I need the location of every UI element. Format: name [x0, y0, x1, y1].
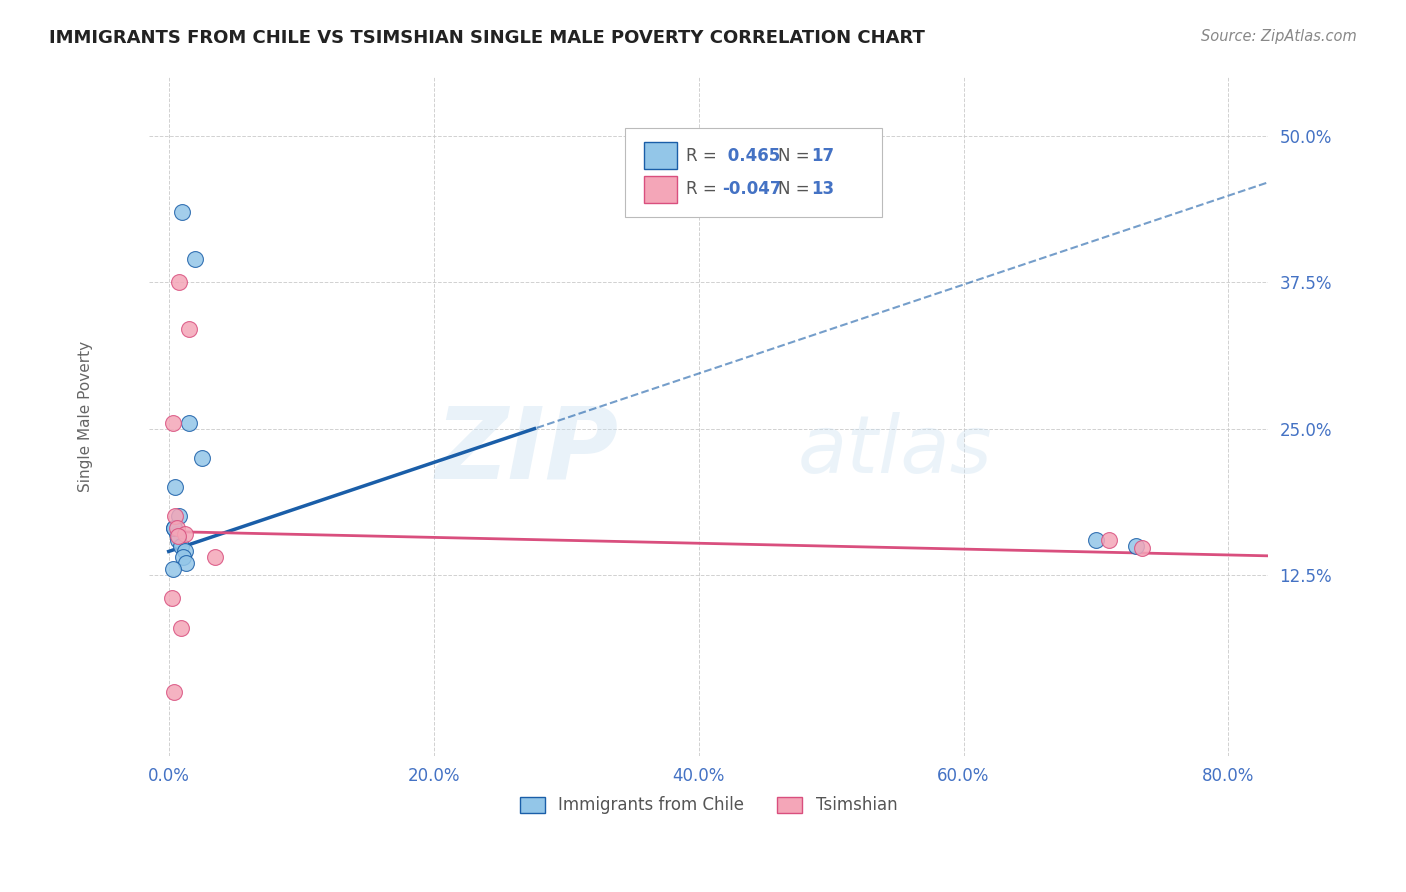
Text: Source: ZipAtlas.com: Source: ZipAtlas.com	[1201, 29, 1357, 44]
Text: ZIP: ZIP	[436, 402, 619, 500]
FancyBboxPatch shape	[624, 128, 882, 217]
FancyBboxPatch shape	[644, 176, 678, 203]
Point	[163, 521, 186, 535]
Point	[162, 416, 184, 430]
FancyBboxPatch shape	[644, 142, 678, 169]
Point	[173, 544, 195, 558]
Text: R =: R =	[686, 146, 723, 164]
Text: R =: R =	[686, 180, 723, 198]
Y-axis label: Single Male Poverty: Single Male Poverty	[79, 342, 93, 492]
Point	[169, 275, 191, 289]
Point	[169, 509, 191, 524]
Text: N =: N =	[778, 180, 815, 198]
Point	[163, 521, 186, 535]
Point	[169, 620, 191, 634]
Point	[165, 480, 187, 494]
Point	[166, 527, 188, 541]
Point	[163, 685, 186, 699]
Point	[169, 539, 191, 553]
Point	[1085, 533, 1108, 547]
Point	[191, 450, 214, 465]
Text: 13: 13	[811, 180, 835, 198]
Point	[165, 509, 187, 524]
Text: -0.047: -0.047	[721, 180, 782, 198]
Point	[177, 416, 200, 430]
Point	[167, 529, 190, 543]
Point	[170, 205, 193, 219]
Point	[160, 591, 183, 606]
Point	[167, 533, 190, 547]
Text: IMMIGRANTS FROM CHILE VS TSIMSHIAN SINGLE MALE POVERTY CORRELATION CHART: IMMIGRANTS FROM CHILE VS TSIMSHIAN SINGL…	[49, 29, 925, 46]
Point	[184, 252, 207, 266]
Point	[162, 562, 184, 576]
Text: 17: 17	[811, 146, 835, 164]
Point	[1125, 539, 1147, 553]
Text: atlas: atlas	[799, 412, 993, 490]
Legend: Immigrants from Chile, Tsimshian: Immigrants from Chile, Tsimshian	[512, 788, 905, 822]
Point	[177, 322, 200, 336]
Point	[1130, 541, 1153, 555]
Text: 0.465: 0.465	[721, 146, 780, 164]
Point	[204, 550, 226, 565]
Text: N =: N =	[778, 146, 815, 164]
Point	[166, 521, 188, 535]
Point	[174, 556, 197, 570]
Point	[172, 550, 194, 565]
Point	[1098, 533, 1121, 547]
Point	[173, 527, 195, 541]
